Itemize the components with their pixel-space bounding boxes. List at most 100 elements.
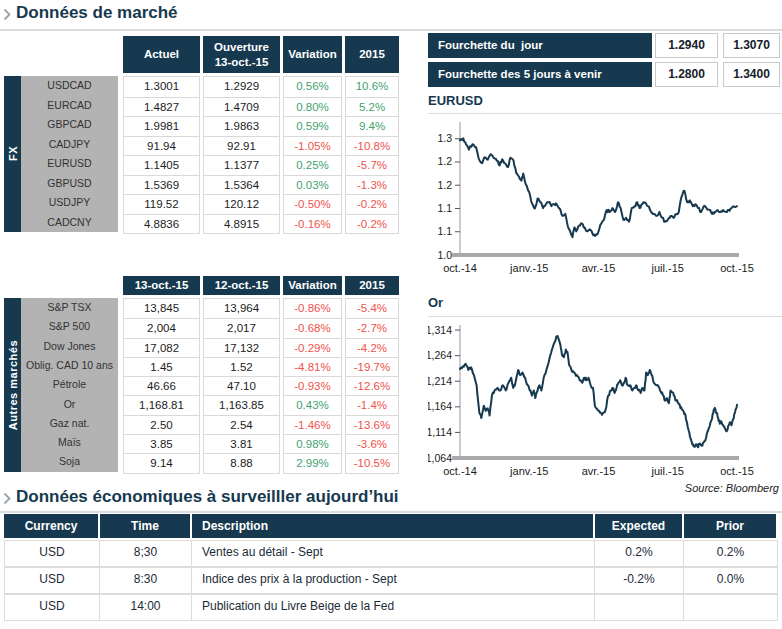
- table-cell: 13,845: [124, 299, 199, 318]
- table-cell: 8;30: [100, 541, 192, 566]
- row-label: GBPCAD: [21, 115, 118, 135]
- table-cell: -10.8%: [346, 136, 398, 156]
- table-cell: 1.3001: [124, 77, 199, 97]
- table-cell: -13.6%: [346, 415, 398, 434]
- svg-text:oct.-14: oct.-14: [443, 262, 477, 274]
- column-header: 13-oct.-15: [123, 276, 200, 295]
- table-cell: 2,004: [124, 318, 199, 337]
- table-cell: -0.2%: [346, 214, 398, 234]
- market-report-page: Données de marché ActuelOuverture13-oct.…: [0, 0, 782, 629]
- group-label: FX: [7, 146, 19, 161]
- table-cell: 0.59%: [284, 116, 341, 136]
- table-cell: -1.4%: [346, 395, 398, 414]
- svg-text:1.1: 1.1: [437, 202, 452, 214]
- column-header: 12-oct.-15: [203, 276, 280, 295]
- table-cell: 17,082: [124, 338, 199, 357]
- table-cell: 17,132: [204, 338, 279, 357]
- table-cell: 0.56%: [284, 77, 341, 97]
- table-cell: -1.46%: [284, 415, 341, 434]
- fx-table: ActuelOuverture13-oct.-15Variation2015FX…: [4, 36, 400, 233]
- table-cell: 1.1405: [124, 155, 199, 175]
- svg-text:oct.-14: oct.-14: [443, 465, 477, 477]
- table-cell: 10.6%: [346, 77, 398, 97]
- table-cell: -0.2%: [595, 568, 684, 593]
- svg-text:janv.-15: janv.-15: [509, 465, 548, 477]
- eurusd-chart: 1.31.21.21.11.11.0oct.-14janv.-15avr.-15…: [428, 116, 782, 276]
- table-cell: 0.2%: [595, 541, 684, 566]
- row-label-column: USDCADEURCADGBPCADCADJPYEURUSDGBPUSDUSDJ…: [21, 76, 118, 232]
- column-header: 2015: [345, 36, 399, 73]
- svg-text:1.2: 1.2: [437, 155, 452, 167]
- table-cell: 2.50: [124, 415, 199, 434]
- table-cell: -0.50%: [284, 194, 341, 214]
- table-cell: -19.7%: [346, 357, 398, 376]
- table-cell: -3.6%: [346, 434, 398, 453]
- data-column: 1.29291.47091.986392.911.13771.5364120.1…: [203, 76, 280, 234]
- range-low: 1.2940: [655, 33, 718, 58]
- table-cell: 1.9981: [124, 116, 199, 136]
- group-label-strip: FX: [4, 76, 21, 232]
- row-label: S&P TSX: [21, 298, 118, 317]
- table-cell: 1.5364: [204, 175, 279, 195]
- divider: [428, 113, 782, 114]
- row-label: EURUSD: [21, 154, 118, 174]
- table-cell: 3.81: [204, 434, 279, 453]
- range-label: Fourchette des 5 jours à venir: [428, 62, 652, 87]
- row-label: CADCNY: [21, 213, 118, 233]
- table-cell: -0.29%: [284, 338, 341, 357]
- table-cell: 8:30: [100, 568, 192, 593]
- table-cell: 9.4%: [346, 116, 398, 136]
- table-cell: 1.9863: [204, 116, 279, 136]
- svg-text:avr.-15: avr.-15: [582, 262, 616, 274]
- table-cell: 13,964: [204, 299, 279, 318]
- table-cell: USD: [5, 568, 100, 593]
- table-cell: -2.7%: [346, 318, 398, 337]
- table-cell: 0.2%: [684, 541, 777, 566]
- svg-text:juil.-15: juil.-15: [651, 465, 684, 477]
- table-cell: 0.80%: [284, 97, 341, 117]
- table-cell: 1,168.81: [124, 395, 199, 414]
- table-cell: 1.4827: [124, 97, 199, 117]
- table-row: USD14:00Publication du Livre Beige de la…: [4, 594, 778, 621]
- table-cell: USD: [5, 595, 100, 620]
- table-cell: -0.16%: [284, 214, 341, 234]
- svg-text:1,064: 1,064: [428, 452, 452, 464]
- chart-title-gold: Or: [428, 295, 443, 310]
- table-cell: 0.25%: [284, 155, 341, 175]
- svg-text:1.1: 1.1: [437, 225, 452, 237]
- table-cell: 1,163.85: [204, 395, 279, 414]
- table-cell: 119.52: [124, 194, 199, 214]
- row-label: Oblig. CAD 10 ans: [21, 356, 118, 375]
- table-cell: -0.2%: [346, 194, 398, 214]
- column-header-line: Ouverture: [203, 40, 280, 55]
- group-label-strip: Autres marchés: [4, 298, 21, 472]
- table-cell: [595, 595, 684, 620]
- data-column: 13,8452,00417,0821.4546.661,168.812.503.…: [123, 298, 200, 474]
- chevron-icon: [3, 492, 11, 505]
- group-label: Autres marchés: [7, 340, 19, 430]
- section-title-market-data: Données de marché: [16, 3, 178, 23]
- table-row: USD8:30Indice des prix à la production -…: [4, 567, 778, 594]
- svg-text:1,164: 1,164: [428, 400, 452, 412]
- table-cell: -4.81%: [284, 357, 341, 376]
- row-label: Gaz nat.: [21, 414, 118, 433]
- data-column: 10.6%5.2%9.4%-10.8%-5.7%-1.3%-0.2%-0.2%: [345, 76, 399, 234]
- range-high: 1.3070: [723, 33, 780, 58]
- table-cell: 0.03%: [284, 175, 341, 195]
- table-cell: 8.88: [204, 453, 279, 472]
- svg-text:1.2: 1.2: [437, 179, 452, 191]
- svg-text:1,264: 1,264: [428, 349, 452, 361]
- table-cell: USD: [5, 541, 100, 566]
- svg-text:1,314: 1,314: [428, 324, 452, 336]
- row-label: USDJPY: [21, 193, 118, 213]
- data-column: 13,9642,01717,1321.5247.101,163.852.543.…: [203, 298, 280, 474]
- row-label-column: S&P TSXS&P 500Dow JonesOblig. CAD 10 ans…: [21, 298, 118, 472]
- row-label: Dow Jones: [21, 337, 118, 356]
- table-cell: -4.2%: [346, 338, 398, 357]
- table-cell: -1.05%: [284, 136, 341, 156]
- table-cell: 2,017: [204, 318, 279, 337]
- table-cell: 14:00: [100, 595, 192, 620]
- divider: [0, 511, 782, 513]
- range-row: Fourchette du jour1.29401.3070: [428, 33, 782, 58]
- table-cell: 9.14: [124, 453, 199, 472]
